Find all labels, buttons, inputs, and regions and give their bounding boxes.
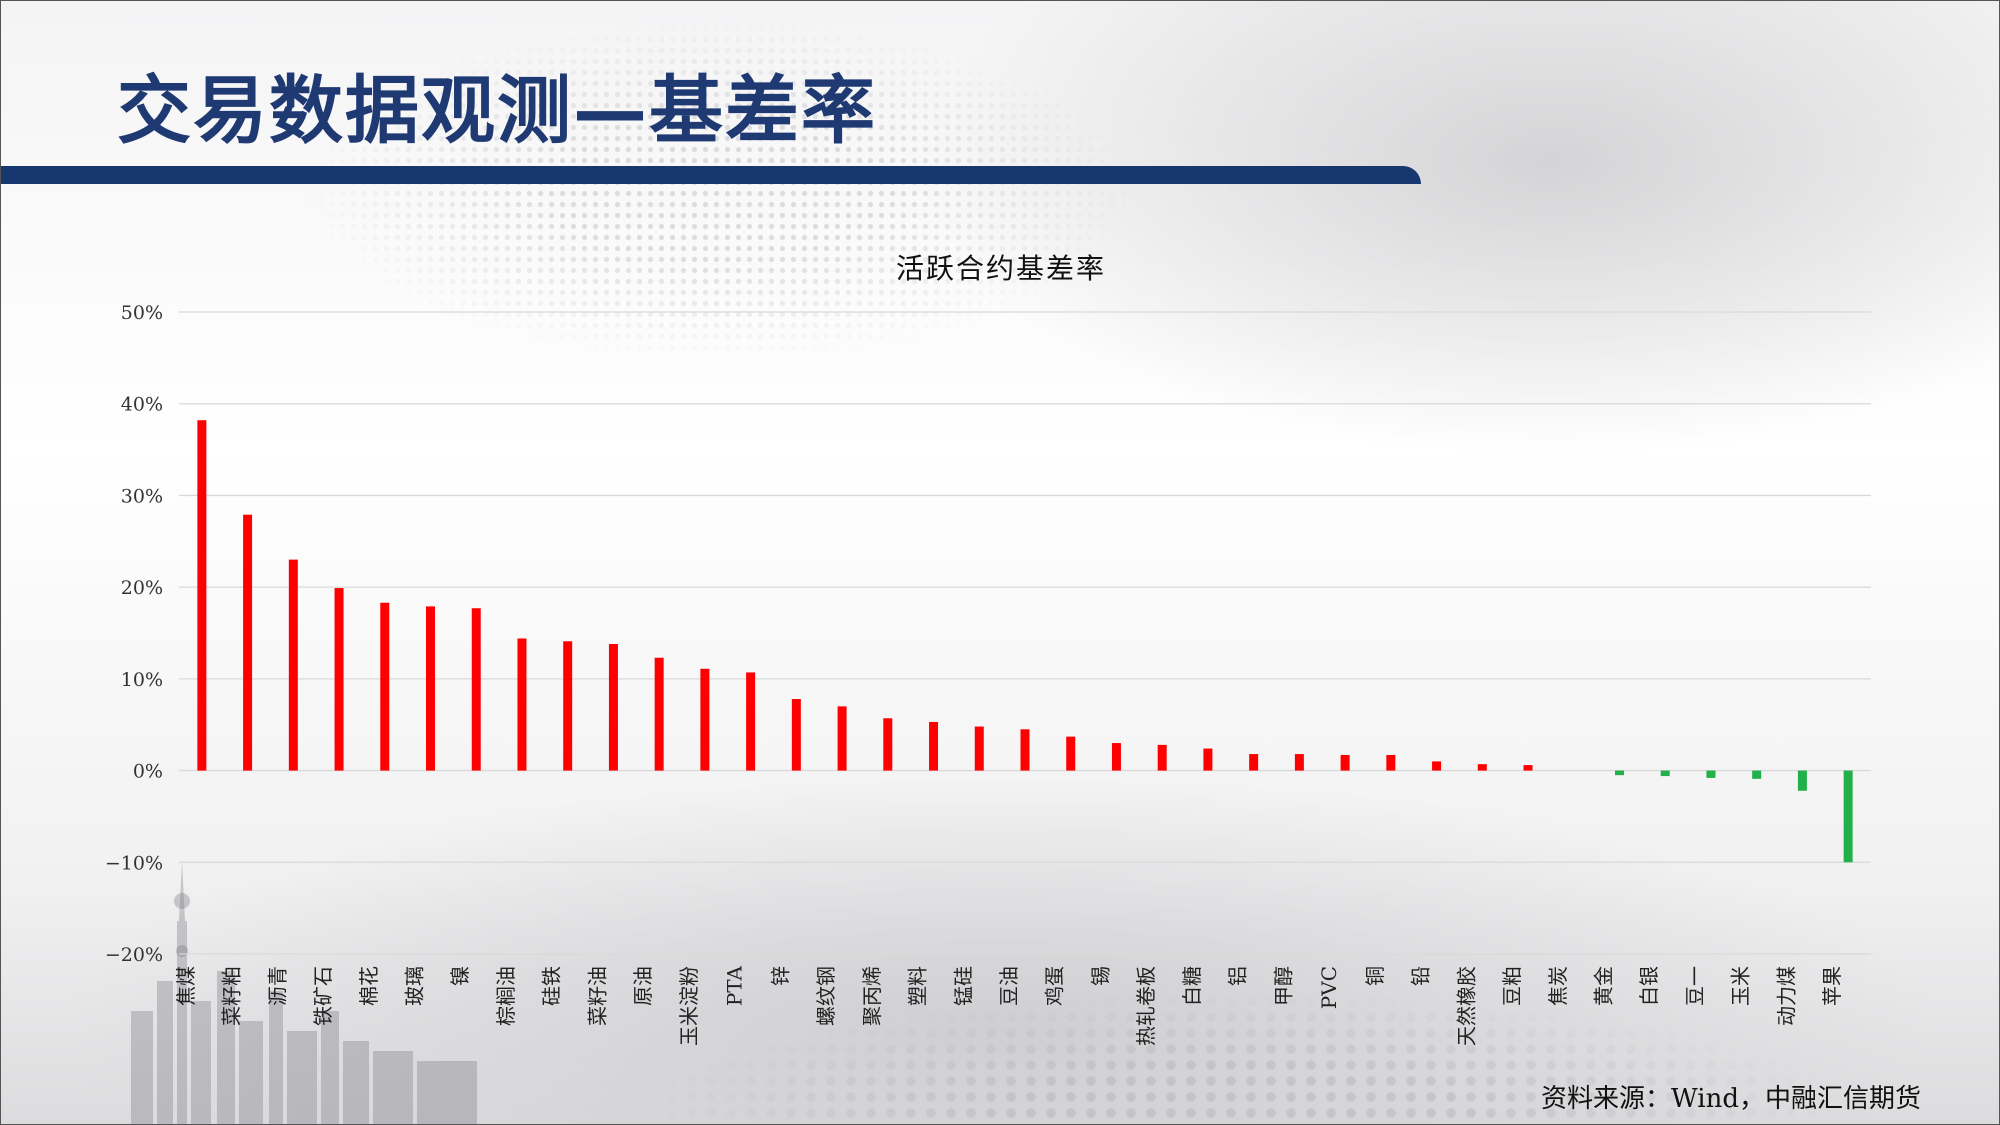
- x-tick-label: 焦煤: [174, 966, 198, 1006]
- y-axis-tick-labels: 50% 40% 30% 20% 10% 0% −10% −20%: [105, 302, 163, 966]
- bar-热轧卷板: [1157, 744, 1167, 771]
- bar-沥青: [288, 559, 298, 771]
- x-tick-label: 螺纹钢: [814, 966, 838, 1026]
- x-tick-label: 镍: [448, 966, 472, 986]
- bar-白糖: [1203, 748, 1213, 771]
- y-tick-label: 50%: [121, 302, 163, 324]
- x-tick-label: 沥青: [265, 966, 289, 1006]
- bar-天然橡胶: [1477, 764, 1487, 771]
- x-tick-label: 菜籽油: [585, 966, 609, 1026]
- y-tick-label: 20%: [121, 577, 163, 599]
- bar-聚丙烯: [883, 718, 893, 771]
- x-tick-label: 苹果: [1820, 966, 1844, 1006]
- bar-铁矿石: [334, 588, 344, 771]
- y-tick-label: −10%: [105, 852, 163, 874]
- bar-菜籽粕: [243, 514, 253, 771]
- bar-白银: [1660, 770, 1670, 777]
- bar-玉米淀粉: [700, 668, 710, 771]
- bar-镍: [471, 608, 481, 771]
- x-tick-label: 锰硅: [951, 966, 975, 1006]
- bar-硅铁: [563, 641, 573, 771]
- x-tick-label: 焦炭: [1546, 966, 1570, 1006]
- city-skyline-graphic: [131, 861, 477, 1124]
- bar-豆油: [1020, 729, 1030, 771]
- bar-原油: [654, 657, 664, 771]
- x-tick-label: 塑料: [906, 966, 930, 1006]
- x-tick-label: 甲醇: [1271, 966, 1295, 1006]
- x-tick-label: 天然橡胶: [1454, 966, 1478, 1046]
- bar-锰硅: [974, 726, 984, 771]
- bar-PTA: [746, 672, 756, 771]
- bar-PVC: [1340, 754, 1350, 771]
- y-tick-label: 10%: [121, 669, 163, 691]
- bar-螺纹钢: [837, 706, 847, 771]
- x-tick-label: 热轧卷板: [1134, 966, 1158, 1046]
- x-tick-label: 棕榈油: [494, 966, 518, 1026]
- x-tick-label: 铜: [1363, 966, 1387, 986]
- x-tick-label: 锌: [768, 966, 792, 986]
- bar-棕榈油: [517, 638, 527, 771]
- x-tick-label: 铅: [1409, 966, 1433, 986]
- bar-塑料: [929, 721, 939, 771]
- gridlines: [179, 311, 1871, 955]
- x-tick-label: 动力煤: [1774, 966, 1798, 1026]
- x-tick-label: 铁矿石: [311, 966, 335, 1026]
- y-tick-label: 30%: [121, 485, 163, 507]
- bar-豆粕: [1523, 765, 1533, 771]
- x-tick-label: 锡: [1088, 966, 1112, 986]
- bar-甲醇: [1294, 754, 1304, 771]
- x-tick-label: 豆粕: [1500, 966, 1524, 1006]
- bar-锌: [791, 699, 801, 771]
- x-tick-label: 硅铁: [540, 966, 564, 1006]
- bar-玉米: [1752, 770, 1762, 779]
- bar-玻璃: [426, 606, 436, 771]
- x-tick-label: PTA: [723, 965, 747, 1006]
- x-tick-label: 玉米淀粉: [677, 966, 701, 1046]
- x-tick-label: 白糖: [1180, 966, 1204, 1006]
- chart-title: 活跃合约基差率: [895, 252, 1106, 285]
- x-tick-label: 黄金: [1591, 966, 1615, 1006]
- data-source-note: 资料来源：Wind，中融汇信期货: [1541, 1084, 1921, 1114]
- bar-焦煤: [197, 420, 207, 771]
- bar-动力煤: [1797, 770, 1807, 791]
- world-map-dots: [161, 1, 1281, 471]
- bar-豆一: [1706, 770, 1716, 778]
- bar-铝: [1249, 754, 1259, 771]
- y-tick-label: 0%: [133, 761, 163, 783]
- x-tick-label: 白银: [1637, 966, 1661, 1006]
- header-divider-bar: [1, 166, 1421, 184]
- x-tick-label: 玻璃: [403, 966, 427, 1006]
- bar-菜籽油: [608, 644, 618, 771]
- x-tick-label: 聚丙烯: [860, 966, 884, 1026]
- decorative-dot-pattern: [481, 961, 1981, 1124]
- x-tick-label: 鸡蛋: [1043, 966, 1067, 1006]
- x-tick-label: 棉花: [357, 966, 381, 1006]
- bar-棉花: [380, 602, 390, 771]
- x-tick-label: 铝: [1226, 966, 1250, 986]
- x-tick-label: 玉米: [1729, 966, 1753, 1006]
- bar-铅: [1432, 761, 1442, 771]
- bar-黄金: [1614, 770, 1624, 776]
- x-tick-label: 豆一: [1683, 966, 1707, 1006]
- x-tick-label: PVC: [1317, 966, 1341, 1009]
- x-tick-label: 菜籽粕: [220, 966, 244, 1026]
- bar-苹果: [1843, 770, 1853, 863]
- x-axis-tick-labels: 焦煤 菜籽粕 沥青 铁矿石 棉花 玻璃 镍 棕榈油 硅铁 菜籽油 原油 玉米淀粉 PTA 锌 螺纹钢 聚丙烯塑…: [174, 965, 1844, 1046]
- bar-锡: [1111, 743, 1121, 771]
- page-title: 交易数据观测—基差率: [117, 68, 877, 154]
- x-tick-label: 豆油: [997, 966, 1021, 1006]
- y-tick-label: −20%: [105, 944, 163, 966]
- y-tick-label: 40%: [121, 394, 163, 416]
- bar-鸡蛋: [1066, 736, 1076, 771]
- bar-铜: [1386, 754, 1396, 771]
- x-tick-label: 原油: [631, 966, 655, 1006]
- bars: [197, 420, 1853, 863]
